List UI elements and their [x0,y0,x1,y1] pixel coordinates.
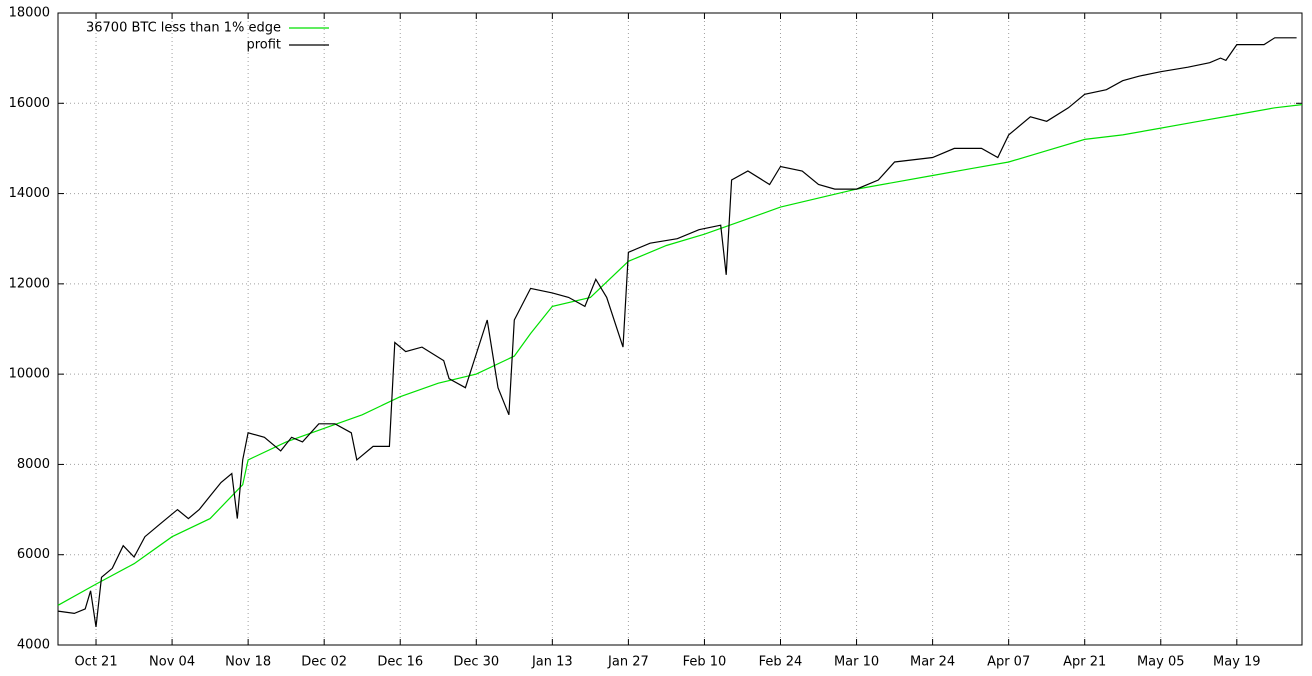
series-line [57,37,1297,627]
legend-label: profit [246,38,281,53]
x-tick-label: May 19 [1213,655,1261,670]
legend-label: 36700 BTC less than 1% edge [86,21,281,36]
y-tick-label: 8000 [17,457,50,472]
x-tick-label: Nov 18 [225,655,271,670]
x-tick-label: Dec 30 [453,655,499,670]
x-tick-label: Dec 16 [377,655,423,670]
x-tick-label: Apr 07 [987,655,1030,670]
y-tick-label: 18000 [9,6,50,21]
x-tick-label: Mar 10 [834,655,879,670]
x-tick-label: May 05 [1137,655,1185,670]
x-tick-label: Feb 10 [683,655,727,670]
x-tick-label: Jan 27 [607,655,649,670]
x-tick-label: Mar 24 [910,655,955,670]
y-tick-label: 14000 [9,186,50,201]
x-tick-label: Apr 21 [1063,655,1106,670]
y-tick-label: 10000 [9,367,50,382]
y-tick-label: 4000 [17,638,50,653]
x-tick-label: Feb 24 [759,655,803,670]
series-line [57,104,1303,606]
x-tick-label: Dec 02 [301,655,347,670]
y-tick-label: 12000 [9,276,50,291]
x-tick-label: Nov 04 [149,655,195,670]
x-tick-label: Jan 13 [531,655,573,670]
plot-frame [57,12,1303,646]
y-tick-label: 6000 [17,547,50,562]
x-tick-label: Oct 21 [74,655,117,670]
y-tick-label: 16000 [9,96,50,111]
